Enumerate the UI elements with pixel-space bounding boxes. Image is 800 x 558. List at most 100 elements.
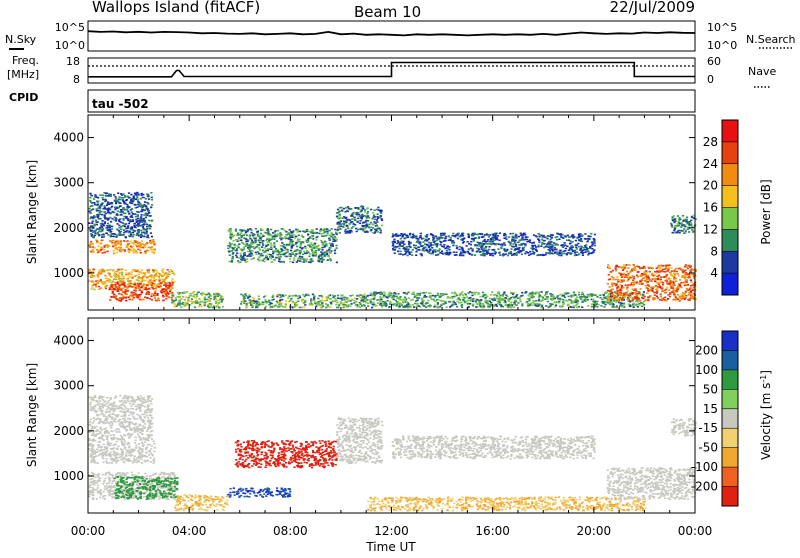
power-layer-cell-6 — [312, 255, 314, 257]
power-layer-cell-6 — [312, 233, 314, 235]
power-layer-cell-5 — [258, 298, 260, 300]
power-layer-cell-8 — [615, 301, 617, 303]
power-layer-cell-9 — [459, 246, 461, 248]
power-layer-cell-6 — [264, 247, 266, 249]
power-layer-cell-6 — [305, 259, 307, 261]
power-layer-cell-6 — [292, 253, 294, 255]
power-layer-cell-5 — [247, 302, 249, 304]
power-layer-cell-9 — [535, 246, 537, 248]
power-layer-cell-3 — [141, 205, 143, 207]
power-layer-cell-8 — [574, 294, 576, 296]
power-layer-cell-6 — [236, 245, 238, 247]
power-layer-cell-10 — [676, 271, 678, 273]
power-layer-cell-8 — [378, 299, 380, 301]
power-layer-cell-9 — [560, 255, 562, 257]
power-layer-cell-6 — [309, 244, 311, 246]
power-layer-cell-9 — [428, 246, 430, 248]
power-layer-cell-6 — [270, 246, 272, 248]
power-layer-cell-8 — [509, 298, 511, 300]
power-layer-cell-6 — [292, 241, 294, 243]
power-layer-cell-6 — [298, 235, 300, 237]
power-layer-cell-3 — [112, 236, 114, 238]
power-layer-cell-6 — [278, 260, 280, 262]
power-layer-cell-3 — [118, 231, 120, 233]
power-layer-cell-9 — [579, 233, 581, 235]
power-layer-cell-7 — [351, 215, 353, 217]
power-layer-cell-0 — [130, 246, 132, 248]
power-layer-cell-8 — [367, 295, 369, 297]
power-layer-cell-6 — [262, 240, 264, 242]
power-layer-cell-9 — [541, 242, 543, 244]
power-layer-cell-10 — [625, 285, 627, 287]
power-layer-cell-8 — [500, 299, 502, 301]
power-layer-cell-6 — [336, 239, 338, 241]
power-layer-cell-5 — [284, 306, 286, 308]
power-layer-cell-9 — [548, 246, 550, 248]
power-layer-cell-3 — [119, 196, 121, 198]
power-layer-cell-10 — [657, 297, 659, 299]
power-layer-cell-8 — [437, 299, 439, 301]
power-layer-cell-5 — [343, 299, 345, 301]
power-layer-cell-5 — [322, 305, 324, 307]
power-layer-cell-9 — [410, 247, 412, 249]
power-layer-cell-6 — [251, 250, 253, 252]
power-layer-cell-6 — [240, 259, 242, 261]
power-layer-cell-7 — [368, 227, 370, 229]
power-layer-cell-4 — [214, 293, 216, 295]
power-layer-cell-1 — [106, 280, 108, 282]
power-layer-cell-8 — [604, 298, 606, 300]
power-layer-cell-9 — [448, 239, 450, 241]
power-layer-cell-1 — [161, 270, 163, 272]
power-layer-cell-4 — [183, 293, 185, 295]
power-layer-cell-9 — [425, 236, 427, 238]
power-layer-cell-5 — [356, 298, 358, 300]
power-layer-cell-6 — [275, 248, 277, 250]
power-layer-cell-8 — [633, 307, 635, 309]
power-layer-cell-9 — [421, 255, 423, 257]
power-layer-cell-8 — [455, 304, 457, 306]
power-layer-cell-6 — [260, 253, 262, 255]
power-layer-cell-7 — [371, 218, 373, 220]
power-layer-cell-8 — [483, 306, 485, 308]
power-layer-cell-6 — [292, 236, 294, 238]
power-layer-cell-3 — [117, 192, 119, 194]
power-layer-cell-1 — [110, 269, 112, 271]
power-layer-cell-10 — [671, 291, 673, 293]
power-layer-cell-5 — [290, 299, 292, 301]
power-layer-cell-1 — [120, 282, 122, 284]
power-layer-cell-7 — [367, 215, 369, 217]
power-layer-cell-9 — [394, 252, 396, 254]
power-layer-cell-8 — [429, 295, 431, 297]
power-layer-cell-7 — [372, 232, 374, 234]
power-layer-cell-6 — [243, 230, 245, 232]
power-layer-cell-4 — [209, 303, 211, 305]
power-layer-cell-7 — [337, 229, 339, 231]
power-layer-cell-2 — [148, 288, 150, 290]
power-layer-cell-5 — [313, 295, 315, 297]
power-layer-cell-6 — [258, 260, 260, 262]
noise-layer — [88, 31, 695, 35]
power-layer-cell-3 — [122, 219, 124, 221]
power-layer-cell-6 — [267, 259, 269, 261]
power-layer-cell-5 — [296, 301, 298, 303]
power-layer-cell-8 — [446, 294, 448, 296]
power-layer-cell-3 — [90, 230, 92, 232]
power-layer-cell-3 — [107, 203, 109, 205]
power-layer-cell-10 — [661, 299, 663, 301]
power-layer-cell-10 — [615, 270, 617, 272]
power-layer-cell-6 — [291, 252, 293, 254]
power-layer-cell-6 — [281, 249, 283, 251]
power-layer-cell-6 — [296, 261, 298, 263]
power-layer-cell-8 — [370, 293, 372, 295]
power-layer-cell-5 — [304, 296, 306, 298]
power-layer-cell-6 — [281, 228, 283, 230]
power-layer-cell-1 — [94, 284, 96, 286]
freq-tick-top: 18 — [66, 55, 80, 68]
power-layer-cell-9 — [566, 254, 568, 256]
power-layer-cell-7 — [362, 216, 364, 218]
power-layer-cell-5 — [354, 298, 356, 300]
power-layer-cell-8 — [583, 297, 585, 299]
power-layer-cell-6 — [251, 240, 253, 242]
power-layer-cell-8 — [576, 307, 578, 309]
power-layer-cell-9 — [495, 243, 497, 245]
